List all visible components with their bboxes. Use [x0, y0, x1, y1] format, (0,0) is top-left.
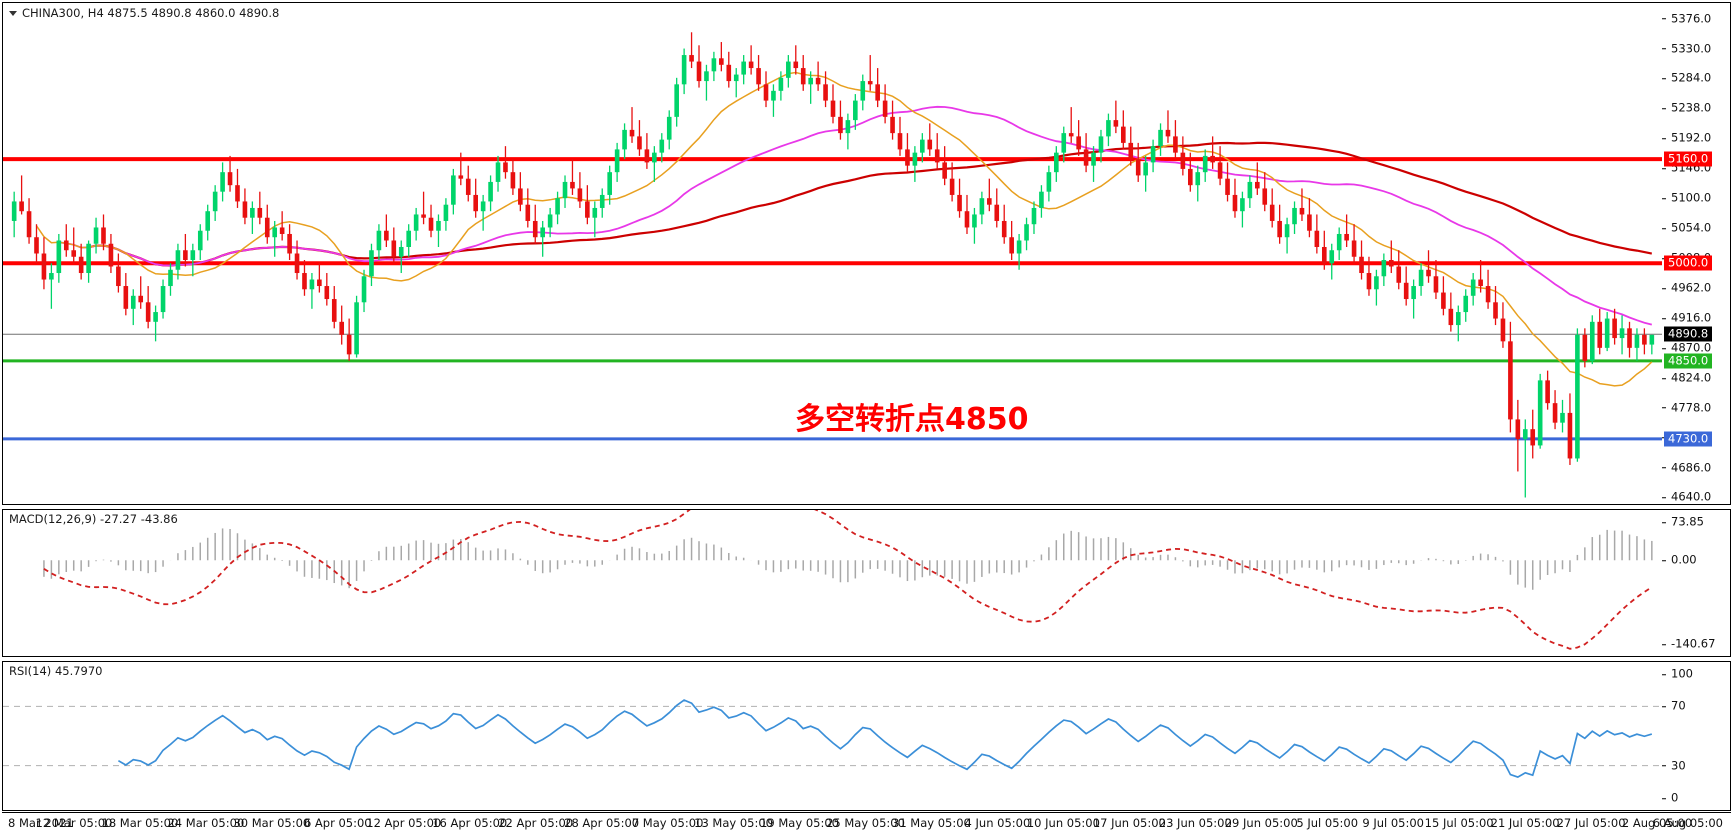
price-axis-tick: 5054.0 [1662, 222, 1711, 234]
x-axis-tick: 7 May 05:00 [631, 816, 704, 830]
x-axis-tick: 28 Apr 05:00 [564, 816, 640, 830]
rsi-pane-label: RSI(14) 45.7970 [9, 664, 103, 678]
caret-down-icon[interactable] [9, 11, 17, 16]
chart-annotation-text[interactable]: 多空转折点4850 [795, 402, 1029, 437]
x-axis-tick: 21 Jul 05:00 [1490, 816, 1560, 830]
x-axis-tick: 16 Apr 05:00 [432, 816, 508, 830]
price-axis-badge-support-line[interactable]: 4730.0 [1664, 431, 1713, 447]
price-axis-tick: 5192.0 [1662, 132, 1711, 145]
x-axis-tick: 24 Mar 05:00 [167, 816, 245, 830]
x-axis-tick: 12 Apr 05:00 [366, 816, 442, 830]
x-axis-tick: 19 May 05:00 [760, 816, 839, 830]
price-axis-tick: 4916.0 [1662, 312, 1711, 324]
macd-pane[interactable]: MACD(12,26,9) -27.27 -43.86 73.85 0.00 -14… [2, 509, 1731, 657]
price-axis-badge-support-line[interactable]: 4850.0 [1664, 353, 1713, 369]
macd-plot-area[interactable] [3, 510, 1730, 656]
price-axis-tick: 5100.0 [1662, 192, 1711, 204]
x-axis-tick: 25 May 05:00 [826, 816, 905, 830]
x-axis-tick: 15 Jul 05:00 [1424, 816, 1494, 830]
x-axis-tick: 30 Mar 05:00 [233, 816, 311, 830]
price-axis-tick: 4778.0 [1662, 401, 1711, 414]
x-axis-tick: 13 May 05:00 [694, 816, 773, 830]
x-axis-tick: 8 Mar 2021 [8, 816, 74, 830]
x-axis-tick: 5 Jul 05:00 [1296, 816, 1359, 830]
x-axis-tick: 2 Aug 05:00 [1621, 816, 1693, 830]
price-axis-badge-resistance-line[interactable]: 5000.0 [1664, 255, 1713, 271]
price-axis-badge-last-price[interactable]: 4890.8 [1664, 326, 1713, 342]
x-axis-tick: 18 Mar 05:00 [101, 816, 179, 830]
price-axis-tick: 4824.0 [1662, 372, 1711, 384]
x-axis-tick: 27 Jul 05:00 [1556, 816, 1626, 830]
price-axis-tick: 5376.0 [1662, 12, 1711, 25]
macd-axis-tick: -140.67 [1662, 638, 1715, 650]
rsi-y-axis[interactable]: 100 70 30 0 [1662, 662, 1730, 810]
macd-series-svg [43, 510, 1653, 650]
x-axis-tick: 22 Apr 05:00 [498, 816, 574, 830]
price-axis-tick: 4686.0 [1662, 461, 1711, 474]
price-series-svg [3, 32, 1663, 498]
macd-axis-tick: 0.00 [1662, 554, 1697, 567]
x-axis-tick: 4 Jun 05:00 [964, 816, 1031, 830]
x-axis-tick: 10 Jun 05:00 [1026, 816, 1100, 830]
price-axis-badge-resistance-line[interactable]: 5160.0 [1664, 151, 1713, 167]
x-axis-tick: 12 Mar 05:00 [35, 816, 113, 830]
rsi-plot-area[interactable] [3, 662, 1730, 810]
x-axis-tick: 6 Apr 05:00 [303, 816, 372, 830]
rsi-pane[interactable]: RSI(14) 45.7970 100 70 30 0 [2, 661, 1731, 811]
price-axis-tick: 5238.0 [1662, 102, 1711, 115]
rsi-axis-tick: 100 [1662, 668, 1693, 680]
price-y-axis[interactable]: 5376.0 5330.0 5284.0 5238.0 5192.0 5146.0 5100… [1662, 3, 1730, 504]
price-pane[interactable]: CHINA300, H4 4875.5 4890.8 4860.0 4890.8… [2, 2, 1731, 505]
rsi-axis-tick: 0 [1662, 792, 1678, 804]
x-axis-tick: 31 May 05:00 [892, 816, 971, 830]
macd-y-axis[interactable]: 73.85 0.00 -140.67 [1662, 510, 1730, 656]
price-axis-tick: 5284.0 [1662, 72, 1711, 85]
rsi-axis-tick: 70 [1662, 700, 1686, 713]
price-axis-tick: 5330.0 [1662, 42, 1711, 55]
price-plot-area[interactable] [3, 3, 1730, 504]
x-axis-tick: 17 Jun 05:00 [1092, 816, 1166, 830]
price-axis-tick: 5146.0 [1662, 162, 1711, 175]
x-axis-tick: 29 Jun 05:00 [1224, 816, 1298, 830]
macd-pane-label: MACD(12,26,9) -27.27 -43.86 [9, 512, 178, 526]
x-axis-tick: 6 Aug 05:00 [1652, 816, 1723, 830]
x-axis[interactable]: 8 Mar 2021 12 Mar 05:00 18 Mar 05:00 24 Mar… [2, 812, 1731, 839]
macd-axis-tick: 73.85 [1662, 516, 1704, 528]
price-axis-tick: 4640.0 [1662, 491, 1711, 504]
price-pane-label: CHINA300, H4 4875.5 4890.8 4860.0 4890.8 [9, 7, 279, 20]
price-axis-tick: 4870.0 [1662, 342, 1711, 354]
price-axis-tick: 4962.0 [1662, 282, 1711, 294]
rsi-axis-tick: 30 [1662, 759, 1686, 772]
x-axis-tick: 9 Jul 05:00 [1362, 816, 1425, 830]
x-axis-tick: 23 Jun 05:00 [1158, 816, 1232, 830]
rsi-series-svg [3, 699, 1663, 779]
